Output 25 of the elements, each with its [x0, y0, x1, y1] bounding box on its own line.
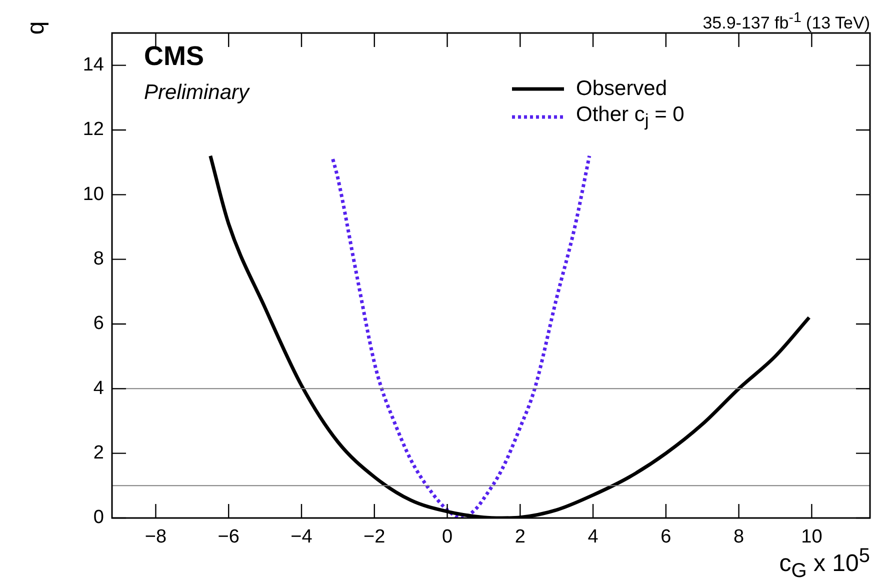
legend-label: Other c$_{j}$ = 0: [576, 102, 684, 132]
x-tick-label: 4: [588, 526, 599, 548]
x-tick-label: 10: [801, 526, 822, 548]
y-tick-label: 8: [93, 248, 104, 270]
legend-label: Observed: [576, 77, 668, 101]
x-tick-label: 0: [442, 526, 453, 548]
y-tick-label: 14: [82, 54, 104, 76]
x-axis-title: c$_{G}$ x 10$^{5}$: [779, 545, 870, 582]
annotation: CMS: [144, 41, 204, 72]
y-tick-label: 0: [93, 507, 104, 528]
y-tick-label: 4: [93, 378, 104, 399]
x-tick-label: 8: [734, 526, 744, 548]
y-axis-title: q: [22, 21, 51, 35]
y-tick-label: 6: [93, 313, 104, 334]
x-tick-label: 6: [660, 526, 672, 548]
annotation: Preliminary: [144, 81, 250, 105]
y-tick-label: 2: [93, 442, 104, 464]
x-tick-label: −8: [144, 526, 167, 548]
text: 35.9-137 fb$^{-1}$ (13 TeV): [702, 10, 870, 34]
x-tick-label: −6: [218, 526, 240, 548]
x-tick-label: 2: [514, 526, 526, 548]
y-tick-label: 12: [82, 119, 104, 140]
x-tick-label: −2: [364, 526, 386, 548]
x-tick-label: −4: [290, 526, 313, 548]
y-tick-label: 10: [82, 184, 104, 205]
